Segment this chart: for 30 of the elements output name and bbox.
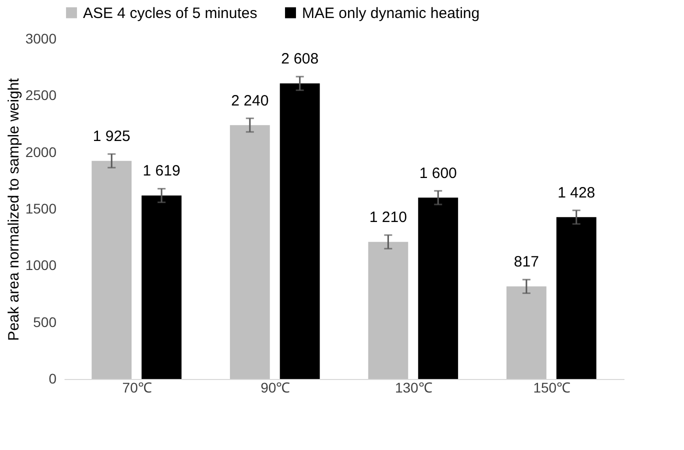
data-label: 1 428 bbox=[558, 184, 596, 202]
bar bbox=[280, 83, 320, 379]
y-axis-title: Peak area normalized to sample weight bbox=[5, 77, 22, 341]
y-tick-label: 2000 bbox=[25, 144, 57, 160]
x-tick-label: 150℃ bbox=[533, 380, 571, 396]
data-label: 1 600 bbox=[419, 164, 457, 182]
data-label: 1 619 bbox=[142, 162, 180, 180]
data-label: 1 925 bbox=[92, 128, 130, 146]
y-tick-label: 2500 bbox=[25, 87, 57, 104]
bar bbox=[230, 125, 270, 379]
bar bbox=[418, 198, 458, 379]
x-tick-label: 130℃ bbox=[394, 380, 432, 396]
x-tick-label: 70℃ bbox=[122, 380, 152, 396]
y-tick-label: 1000 bbox=[25, 257, 57, 274]
data-label: 2 608 bbox=[281, 50, 319, 68]
data-label: 2 240 bbox=[231, 92, 269, 110]
y-tick-label: 0 bbox=[48, 370, 57, 386]
bar bbox=[556, 217, 596, 379]
legend-label: MAE only dynamic heating bbox=[302, 4, 480, 22]
bar bbox=[142, 196, 182, 379]
legend-label: ASE 4 cycles of 5 minutes bbox=[83, 4, 258, 22]
y-tick-label: 1500 bbox=[25, 200, 57, 216]
data-label: 817 bbox=[514, 254, 539, 271]
bar bbox=[506, 286, 546, 379]
x-tick-label: 90℃ bbox=[260, 380, 290, 396]
data-label: 1 210 bbox=[369, 209, 407, 226]
y-tick-label: 500 bbox=[33, 314, 57, 330]
bar bbox=[92, 160, 132, 379]
bar bbox=[368, 242, 408, 379]
y-tick-label: 3000 bbox=[25, 30, 57, 46]
